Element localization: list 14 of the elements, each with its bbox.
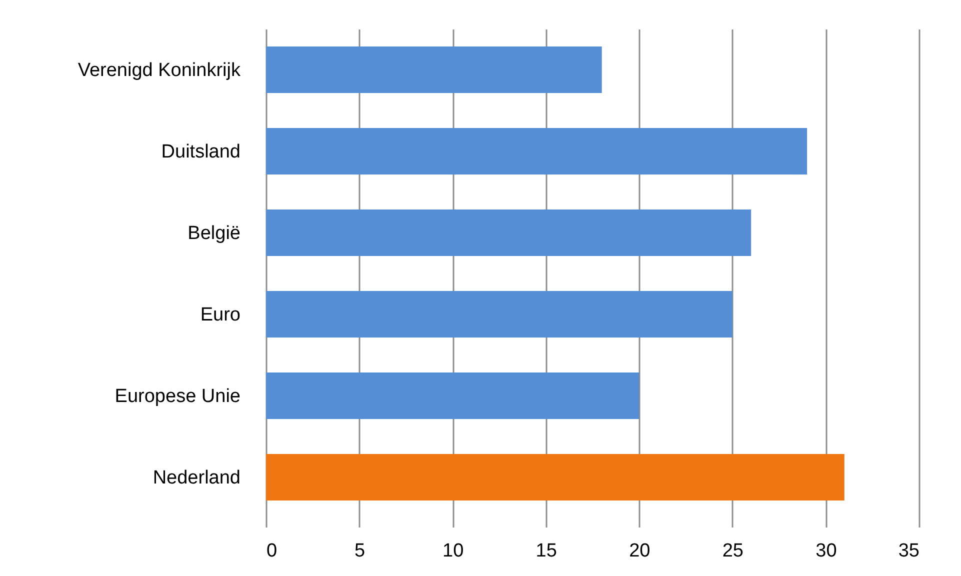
y-tick-label: België: [188, 222, 240, 244]
x-tick-label: 15: [536, 540, 557, 562]
x-tick-label: 0: [266, 540, 278, 562]
y-tick-label: Verenigd Koninkrijk: [78, 60, 241, 81]
x-tick-label: 25: [722, 540, 744, 562]
x-tick-label: 20: [629, 540, 650, 562]
x-tick-label: 30: [816, 540, 837, 562]
y-tick-label: Nederland: [152, 467, 240, 488]
y-tick-label: Europese Unie: [114, 386, 240, 407]
x-tick-label: 10: [442, 540, 464, 562]
y-tick-label: Duitsland: [161, 141, 240, 162]
x-tick-label: 5: [354, 540, 366, 562]
x-tick-label: 35: [898, 540, 920, 562]
y-tick-label: Euro: [200, 304, 240, 326]
